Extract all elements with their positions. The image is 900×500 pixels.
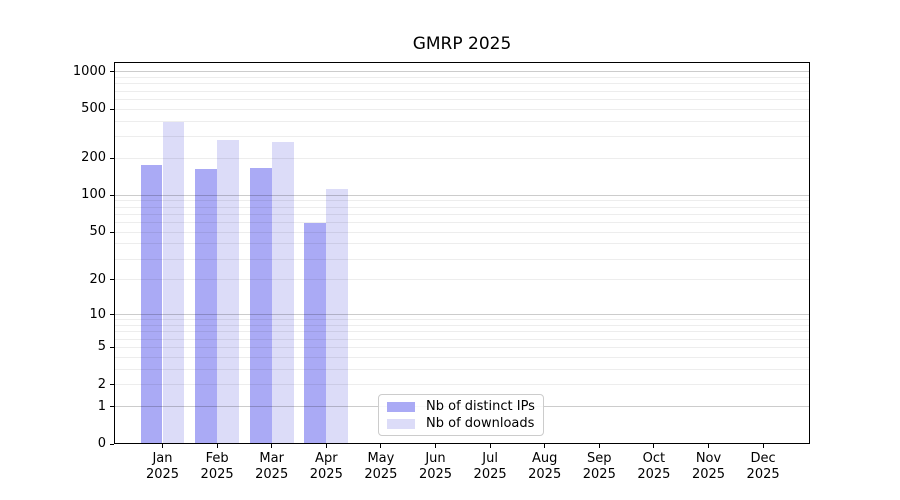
x-tick-label: Aug 2025 xyxy=(528,451,562,482)
y-tick-mark xyxy=(110,157,114,159)
bars-layer xyxy=(114,62,810,444)
x-tick-label: Nov 2025 xyxy=(691,451,726,482)
major-gridline xyxy=(114,71,810,73)
minor-gridline xyxy=(114,83,810,85)
minor-gridline xyxy=(114,108,810,110)
minor-gridline xyxy=(114,368,810,370)
x-tick-label: May 2025 xyxy=(364,451,398,482)
minor-gridline xyxy=(114,157,810,159)
bar-ips-feb xyxy=(195,168,218,444)
x-tick-mark xyxy=(544,444,546,448)
legend-item-distinct-ips: Nb of distinct IPs xyxy=(387,399,535,414)
x-tick-mark xyxy=(216,444,218,448)
y-tick-mark xyxy=(110,406,114,408)
minor-gridline xyxy=(114,243,810,245)
minor-gridline xyxy=(114,200,810,202)
y-tick-label: 10 xyxy=(89,306,106,322)
y-tick-mark xyxy=(110,314,114,316)
minor-gridline xyxy=(114,120,810,122)
y-tick-label: 200 xyxy=(81,150,106,166)
minor-gridline xyxy=(114,325,810,327)
y-tick-label: 500 xyxy=(81,101,106,117)
major-gridline xyxy=(114,194,810,196)
legend-swatch-downloads xyxy=(387,418,415,429)
x-tick-mark xyxy=(653,444,655,448)
minor-gridline xyxy=(114,222,810,224)
y-tick-mark xyxy=(110,279,114,281)
minor-gridline xyxy=(114,231,810,233)
x-tick-mark xyxy=(762,444,764,448)
minor-gridline xyxy=(114,319,810,321)
minor-gridline xyxy=(114,338,810,340)
x-tick-mark xyxy=(380,444,382,448)
x-tick-label: Sep 2025 xyxy=(582,451,616,482)
legend: Nb of distinct IPs Nb of downloads xyxy=(378,394,544,436)
x-tick-label: Jun 2025 xyxy=(418,451,453,482)
x-tick-mark xyxy=(598,444,600,448)
legend-label-distinct-ips: Nb of distinct IPs xyxy=(426,399,535,414)
minor-gridline xyxy=(114,258,810,260)
legend-label-downloads: Nb of downloads xyxy=(426,416,535,431)
minor-gridline xyxy=(114,384,810,386)
x-tick-label: Apr 2025 xyxy=(309,451,343,482)
minor-gridline xyxy=(114,213,810,215)
x-tick-label: Mar 2025 xyxy=(255,451,289,482)
x-tick-label: Jan 2025 xyxy=(145,451,180,482)
y-tick-label: 2 xyxy=(97,376,106,392)
minor-gridline xyxy=(114,98,810,100)
y-tick-mark xyxy=(110,231,114,233)
y-tick-label: 20 xyxy=(89,271,106,287)
minor-gridline xyxy=(114,356,810,358)
bar-ips-apr xyxy=(304,222,327,444)
minor-gridline xyxy=(114,206,810,208)
y-tick-label: 0 xyxy=(97,436,106,451)
bar-downloads-jan xyxy=(162,121,185,444)
y-tick-mark xyxy=(110,108,114,110)
x-tick-mark xyxy=(162,444,163,448)
minor-gridline xyxy=(114,90,810,92)
legend-item-downloads: Nb of downloads xyxy=(387,416,535,431)
minor-gridline xyxy=(114,346,810,348)
minor-gridline xyxy=(114,279,810,281)
y-tick-label: 5 xyxy=(97,339,106,355)
bar-downloads-apr xyxy=(326,188,349,444)
minor-gridline xyxy=(114,136,810,138)
plot-area xyxy=(114,62,810,444)
minor-gridline xyxy=(114,331,810,333)
y-tick-mark xyxy=(110,194,114,196)
x-tick-mark xyxy=(271,444,273,448)
bar-ips-mar xyxy=(249,168,272,444)
y-tick-mark xyxy=(110,443,114,445)
y-tick-mark xyxy=(110,384,114,386)
chart-title: GMRP 2025 xyxy=(412,34,512,54)
y-tick-mark xyxy=(110,71,114,73)
grid-layer xyxy=(114,62,810,444)
x-tick-label: Oct 2025 xyxy=(637,451,671,482)
y-tick-label: 100 xyxy=(81,187,106,203)
minor-gridline xyxy=(114,76,810,78)
y-tick-label: 50 xyxy=(89,224,106,240)
x-tick-mark xyxy=(708,444,709,448)
legend-swatch-distinct-ips xyxy=(387,401,415,412)
x-tick-mark xyxy=(435,444,436,448)
x-tick-label: Feb 2025 xyxy=(200,451,234,482)
y-tick-mark xyxy=(110,346,114,348)
x-tick-label: Dec 2025 xyxy=(746,451,780,482)
bar-ips-jan xyxy=(140,164,163,444)
bar-downloads-mar xyxy=(271,141,294,444)
bar-downloads-feb xyxy=(217,139,239,444)
y-tick-label: 1 xyxy=(97,398,106,414)
y-tick-label: 1000 xyxy=(72,63,106,79)
x-tick-mark xyxy=(489,444,491,448)
major-gridline xyxy=(114,314,810,316)
x-tick-mark xyxy=(325,444,327,448)
x-tick-label: Jul 2025 xyxy=(473,451,507,482)
